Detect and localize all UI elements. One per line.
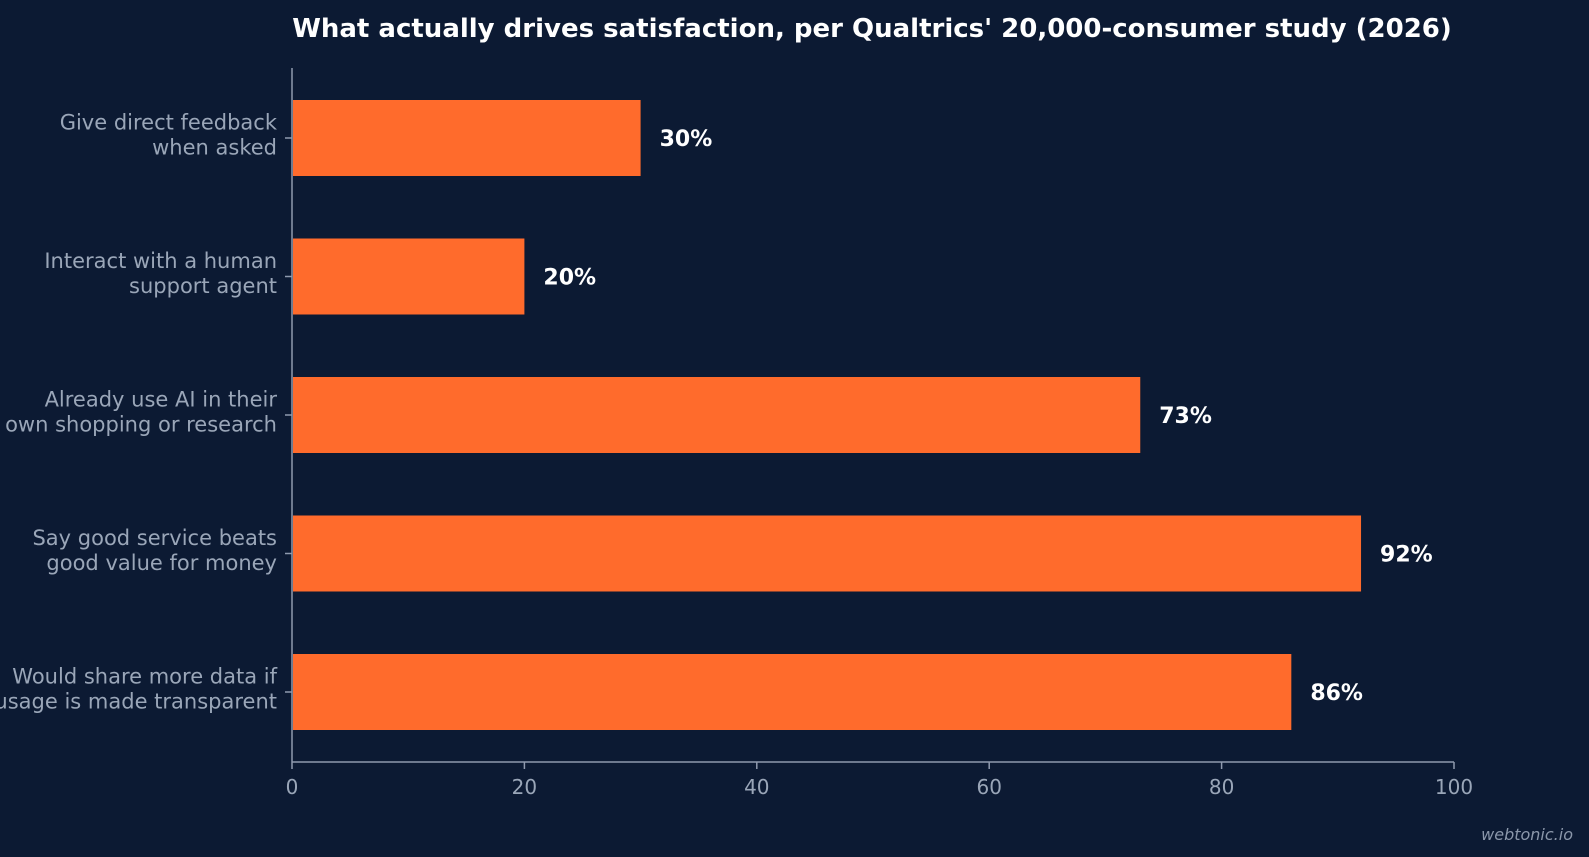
bar (293, 654, 1292, 730)
category-label: when asked (152, 136, 277, 160)
category-label: Would share more data if (12, 665, 277, 689)
category-label: good value for money (46, 551, 277, 575)
watermark-text: webtonic.io (1481, 825, 1573, 844)
category-label: Give direct feedback (60, 111, 278, 135)
bar (293, 515, 1362, 592)
category-label: own shopping or research (5, 413, 277, 437)
category-label: Already use AI in their (45, 388, 278, 412)
bar (293, 377, 1141, 453)
bar-value-label: 20% (543, 266, 596, 291)
bar-value-label: 86% (1310, 681, 1363, 706)
category-label: support agent (129, 274, 277, 298)
x-tick-label: 80 (1209, 775, 1234, 799)
category-label: usage is made transparent (0, 690, 277, 714)
bar-value-label: 92% (1380, 543, 1433, 568)
x-tick-label: 0 (286, 775, 299, 799)
x-tick-label: 100 (1435, 775, 1473, 799)
chart-title: What actually drives satisfaction, per Q… (292, 14, 1452, 44)
bar (293, 100, 641, 176)
plot-area: 0 20 40 60 80 100 30% Give direct feedbackwhen … (0, 68, 1473, 799)
bar (293, 238, 525, 315)
x-tick-label: 60 (976, 775, 1001, 799)
category-label: Interact with a human (44, 249, 277, 273)
category-label: Say good service beats (32, 526, 277, 550)
bar-value-label: 30% (660, 127, 713, 152)
x-tick-label: 40 (744, 775, 769, 799)
bar-value-label: 73% (1159, 404, 1212, 429)
x-tick-label: 20 (512, 775, 537, 799)
